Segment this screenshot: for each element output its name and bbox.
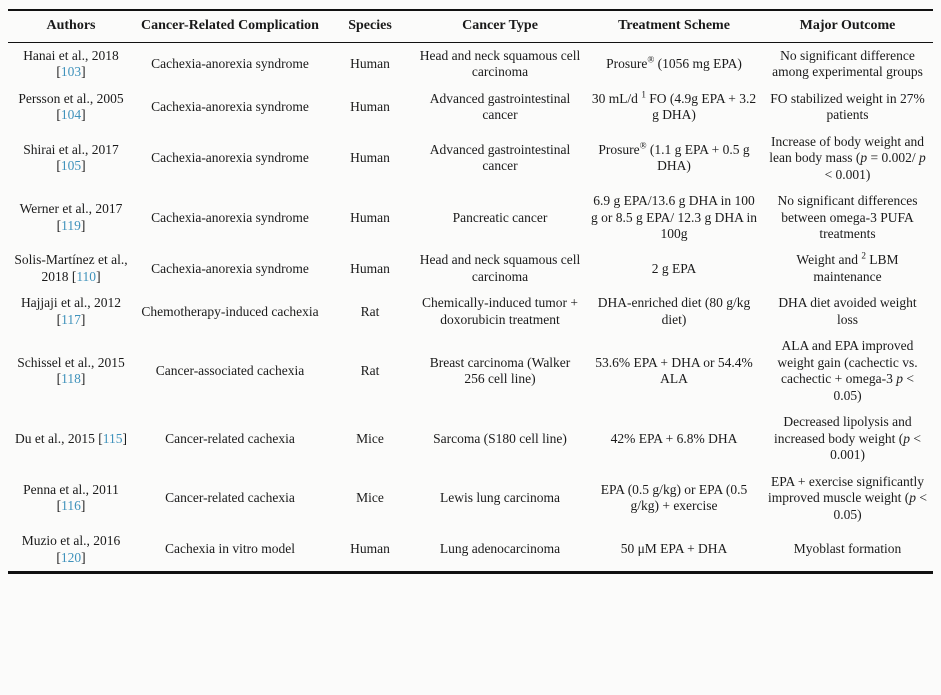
cell-authors: Muzio et al., 2016 [120] xyxy=(21,533,121,565)
cell-species: Rat xyxy=(360,303,380,319)
cell-cancer_type: Lewis lung carcinoma xyxy=(440,490,560,506)
cell-outcome: Increase of body weight and lean body ma… xyxy=(769,133,926,182)
cell-complication: Cachexia-anorexia syndrome xyxy=(151,56,309,72)
citation-link[interactable]: 115 xyxy=(102,430,123,446)
cell-species: Human xyxy=(350,541,390,557)
cell-authors: Schissel et al., 2015 [118] xyxy=(17,354,125,387)
cell-cancer_type: Advanced gastrointestinal cancer xyxy=(429,90,571,123)
cell-treatment: 42% EPA + 6.8% DHA xyxy=(610,430,738,446)
cell-cancer_type: Sarcoma (S180 cell line) xyxy=(433,430,567,446)
cell-complication: Cachexia-anorexia syndrome xyxy=(151,260,309,276)
cell-cancer_type: Lung adenocarcinoma xyxy=(439,541,561,557)
cell-cancer_type: Head and neck squamous cell carcinoma xyxy=(419,252,581,284)
column-header-treatment: Treatment Scheme xyxy=(586,10,762,43)
cell-authors: Penna et al., 2011 [116] xyxy=(23,481,119,514)
cell-species: Human xyxy=(350,209,390,225)
column-header-outcome: Major Outcome xyxy=(762,10,933,43)
column-header-authors: Authors xyxy=(8,10,134,43)
cell-treatment: 6.9 g EPA/13.6 g DHA in 100 g or 8.5 g E… xyxy=(591,193,758,242)
paper-table-region: Authors Cancer-Related Complication Spec… xyxy=(8,9,933,574)
cell-authors: Hajjaji et al., 2012 [117] xyxy=(20,295,122,327)
cell-outcome: Myoblast formation xyxy=(793,541,902,557)
cell-authors: Shirai et al., 2017 [105] xyxy=(23,141,119,174)
cell-species: Human xyxy=(350,150,390,166)
cell-species: Rat xyxy=(360,363,380,379)
cell-species: Human xyxy=(350,260,390,276)
table-row: Persson et al., 2005 [104] Cachexia-anore… xyxy=(8,86,933,129)
cell-species: Human xyxy=(350,98,390,114)
table-row: Penna et al., 2011 [116] Cancer-related c… xyxy=(8,469,933,528)
column-header-species: Species xyxy=(326,10,414,43)
cell-complication: Cancer-associated cachexia xyxy=(155,363,305,379)
citation-link[interactable]: 120 xyxy=(60,549,82,565)
cell-cancer_type: Advanced gastrointestinal cancer xyxy=(429,141,571,174)
cell-outcome: EPA + exercise significantly improved mu… xyxy=(767,473,928,522)
table-row: Werner et al., 2017 [119] Cachexia-anorex… xyxy=(8,188,933,247)
cell-outcome: No significant differences between omega… xyxy=(777,193,918,242)
cell-outcome: Decreased lipolysis and increased body w… xyxy=(773,414,922,463)
cell-cancer_type: Chemically-induced tumor + doxorubicin t… xyxy=(421,295,579,327)
cell-treatment: 50 μM EPA + DHA xyxy=(620,541,728,557)
cell-complication: Cancer-related cachexia xyxy=(165,430,295,446)
citation-link[interactable]: 117 xyxy=(61,311,81,327)
table-row: Shirai et al., 2017 [105] Cachexia-anorex… xyxy=(8,129,933,188)
cell-authors: Persson et al., 2005 [104] xyxy=(18,90,124,123)
cell-authors: Werner et al., 2017 [119] xyxy=(19,201,123,233)
cell-complication: Chemotherapy-induced cachexia xyxy=(141,303,319,319)
cell-treatment: 2 g EPA xyxy=(651,260,697,276)
citation-link[interactable]: 116 xyxy=(61,498,81,514)
table-row: Schissel et al., 2015 [118] Cancer-associ… xyxy=(8,333,933,409)
cell-treatment: Prosure® (1056 mg EPA) xyxy=(606,54,742,72)
column-header-cancer-type: Cancer Type xyxy=(414,10,586,43)
header-row: Authors Cancer-Related Complication Spec… xyxy=(8,10,933,43)
cell-outcome: FO stabilized weight in 27% patients xyxy=(770,90,925,123)
citation-link[interactable]: 118 xyxy=(61,371,81,387)
cell-treatment: 30 mL/d 1 FO (4.9g EPA + 3.2 g DHA) xyxy=(591,89,757,123)
citation-link[interactable]: 103 xyxy=(60,64,82,80)
cell-outcome: Weight and 2 LBM maintenance xyxy=(796,250,899,284)
citation-link[interactable]: 105 xyxy=(60,158,82,174)
cell-authors: Du et al., 2015 [115] xyxy=(15,430,127,446)
cell-cancer_type: Head and neck squamous cell carcinoma xyxy=(419,47,581,80)
cell-treatment: EPA (0.5 g/kg) or EPA (0.5 g/kg) + exerc… xyxy=(600,481,748,514)
cell-treatment: Prosure® (1.1 g EPA + 0.5 g DHA) xyxy=(598,140,750,174)
cell-complication: Cachexia in vitro model xyxy=(164,541,296,557)
cell-complication: Cancer-related cachexia xyxy=(165,490,295,506)
table-header: Authors Cancer-Related Complication Spec… xyxy=(8,10,933,43)
cell-outcome: DHA diet avoided weight loss xyxy=(778,295,917,327)
table-row: Solis-Martínez et al., 2018 [110] Cachexi… xyxy=(8,247,933,290)
table-row: Muzio et al., 2016 [120] Cachexia in vitr… xyxy=(8,528,933,572)
cell-species: Mice xyxy=(356,490,384,506)
citation-link[interactable]: 110 xyxy=(76,268,97,284)
study-table: Authors Cancer-Related Complication Spec… xyxy=(8,9,933,574)
cell-species: Human xyxy=(350,56,390,72)
cell-treatment: 53.6% EPA + DHA or 54.4% ALA xyxy=(595,354,753,387)
cell-species: Mice xyxy=(356,430,384,446)
cell-complication: Cachexia-anorexia syndrome xyxy=(151,150,309,166)
citation-link[interactable]: 104 xyxy=(60,107,82,123)
table-row: Hanai et al., 2018 [103] Cachexia-anorexi… xyxy=(8,42,933,85)
cell-outcome: No significant difference among experime… xyxy=(772,47,923,80)
table-row: Du et al., 2015 [115] Cancer-related cach… xyxy=(8,409,933,468)
cell-treatment: DHA-enriched diet (80 g/kg diet) xyxy=(597,295,751,327)
cell-authors: Hanai et al., 2018 [103] xyxy=(23,47,119,80)
cell-outcome: ALA and EPA improved weight gain (cachec… xyxy=(777,338,918,403)
cell-cancer_type: Breast carcinoma (Walker 256 cell line) xyxy=(429,354,571,387)
cell-authors: Solis-Martínez et al., 2018 [110] xyxy=(14,252,128,284)
citation-link[interactable]: 119 xyxy=(61,217,81,233)
table-body: Hanai et al., 2018 [103] Cachexia-anorexi… xyxy=(8,42,933,572)
table-row: Hajjaji et al., 2012 [117] Chemotherapy-i… xyxy=(8,290,933,333)
cell-cancer_type: Pancreatic cancer xyxy=(452,209,548,225)
cell-complication: Cachexia-anorexia syndrome xyxy=(151,98,309,114)
column-header-complication: Cancer-Related Complication xyxy=(134,10,326,43)
cell-complication: Cachexia-anorexia syndrome xyxy=(151,209,309,225)
